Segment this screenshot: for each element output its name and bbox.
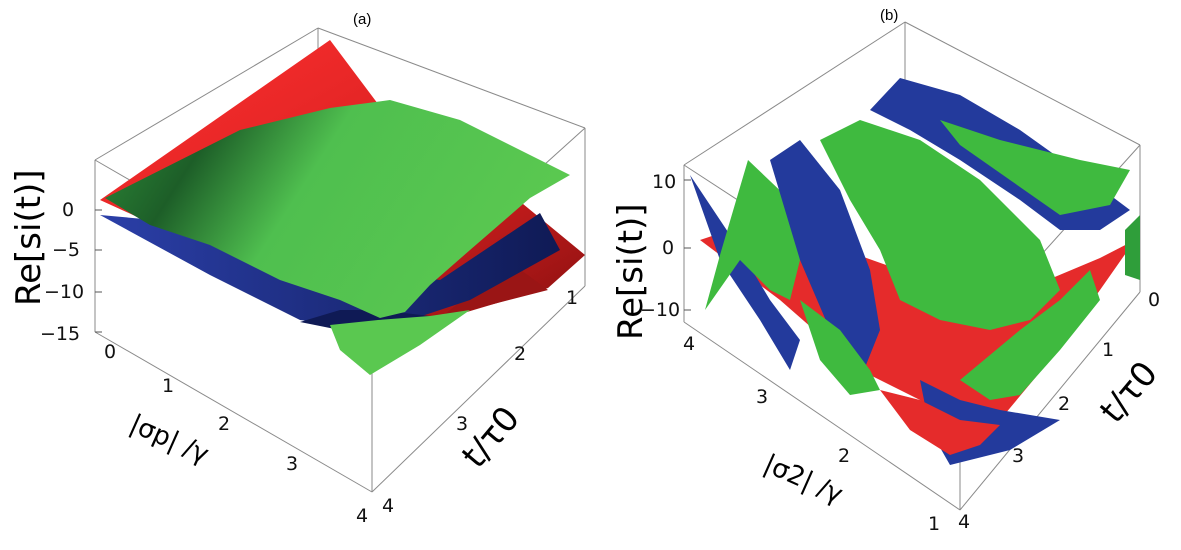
- tick-label: 3: [456, 413, 468, 435]
- tick-label: 0: [62, 199, 74, 221]
- tick-label: 2: [514, 343, 526, 365]
- y-axis-title-a: t/τ0: [454, 399, 528, 476]
- tick-label: 3: [286, 453, 298, 475]
- tick-label: 2: [1058, 393, 1070, 415]
- panel-a: (a): [9, 11, 585, 527]
- tick-label: 3: [756, 386, 768, 408]
- tick-label: 2: [218, 413, 230, 435]
- tick-label: 4: [683, 333, 695, 355]
- tick-label: 2: [838, 445, 850, 467]
- tick-label: 0: [104, 341, 116, 363]
- y-axis-title-b: t/τ0: [1092, 354, 1166, 431]
- z-axis-title-b: Re[si(t)]: [611, 203, 651, 340]
- tick-label: 10: [652, 171, 676, 193]
- z-axis-title-a: Re[si(t)]: [9, 169, 49, 306]
- tick-label: 1: [566, 287, 578, 309]
- panel-b-label: (b): [880, 7, 898, 24]
- tick-label: −5: [52, 239, 80, 261]
- tick-label: 0: [662, 237, 674, 259]
- tick-label: 1: [162, 375, 174, 397]
- tick-label: 3: [1012, 445, 1024, 467]
- panel-a-z-ticks: 0 −5 −10 −15: [40, 199, 102, 345]
- x-axis-title-a: |σp| /γ: [125, 409, 213, 470]
- tick-label: 1: [1102, 339, 1114, 361]
- tick-label: 4: [356, 505, 368, 527]
- tick-label: 4: [382, 495, 394, 517]
- tick-label: 1: [928, 513, 940, 535]
- tick-label: 0: [1148, 289, 1160, 311]
- tick-label: −10: [44, 281, 84, 303]
- tick-label: −15: [40, 323, 80, 345]
- panel-a-label: (a): [353, 11, 371, 28]
- tick-label: 4: [958, 511, 970, 533]
- panel-a-surfaces: [100, 40, 585, 375]
- panel-b: (b): [611, 7, 1166, 535]
- surface-green-b-6: [1125, 215, 1140, 280]
- x-axis-title-b: |σ2| /γ: [759, 449, 847, 510]
